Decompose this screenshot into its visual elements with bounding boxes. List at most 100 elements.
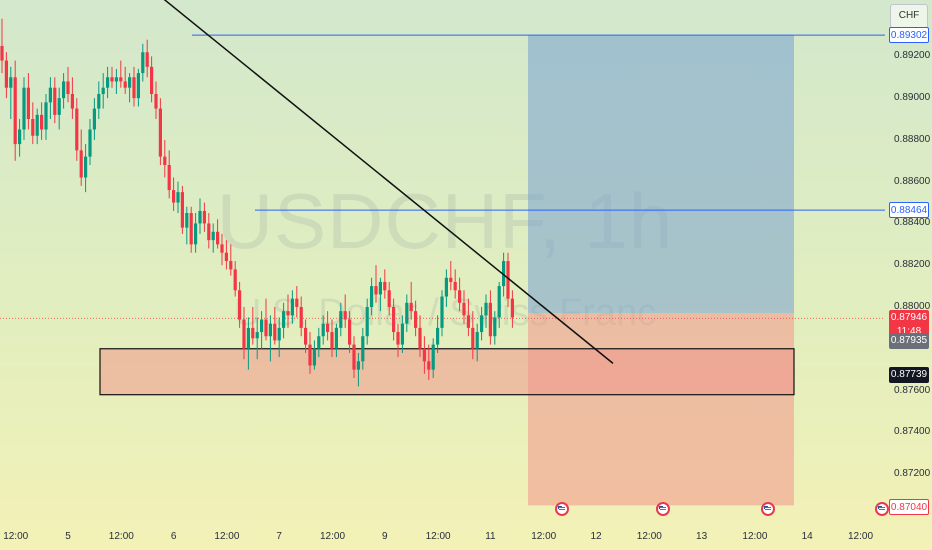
candle-body <box>405 302 409 324</box>
candle-body <box>22 87 26 130</box>
candle-body <box>110 77 114 82</box>
candle-body <box>409 302 413 312</box>
price-tick-label: 0.88200 <box>894 259 931 271</box>
candle-body <box>66 81 70 94</box>
candle-body <box>458 290 462 303</box>
candle-body <box>4 60 8 88</box>
candle-body <box>246 327 250 349</box>
time-tick-label: 12:00 <box>531 531 557 542</box>
candle-body <box>387 290 391 307</box>
candle-body <box>132 77 136 99</box>
candle-body <box>374 286 378 295</box>
candle-body <box>414 311 418 328</box>
time-tick-label: 7 <box>276 531 282 542</box>
candle-body <box>264 319 268 337</box>
time-tick-label: 12:00 <box>425 531 451 542</box>
candle-body <box>339 311 343 328</box>
candle-body <box>378 281 382 295</box>
candle-body <box>431 344 435 370</box>
candle-body <box>480 315 484 333</box>
candle-body <box>88 129 92 157</box>
time-tick-label: 12:00 <box>742 531 768 542</box>
candle-body <box>167 164 171 191</box>
candle-body <box>502 261 506 287</box>
candle-body <box>326 323 330 333</box>
candle-body <box>493 317 497 337</box>
price-tick-label: 0.89000 <box>894 92 931 104</box>
currency-badge[interactable]: CHF <box>890 4 928 28</box>
candle-body <box>0 45 4 61</box>
candle-body <box>13 77 17 145</box>
downtrend-line <box>163 0 614 364</box>
candle-body <box>488 302 492 337</box>
candle-body <box>444 277 448 297</box>
candle-body <box>242 319 246 349</box>
price-tick-label: 0.87400 <box>894 426 931 438</box>
candle-body <box>172 190 176 203</box>
candle-body <box>497 286 501 318</box>
candle-body <box>189 213 193 245</box>
candle-body <box>449 277 453 282</box>
entry-price-tag: 0.87935 <box>889 332 929 349</box>
time-tick-label: 12:00 <box>848 531 874 542</box>
candle-body <box>35 114 39 136</box>
candle-body <box>62 81 66 99</box>
candle-body <box>57 98 61 115</box>
candle-body <box>198 210 202 224</box>
candle-body <box>510 298 514 318</box>
candle-body <box>158 108 162 157</box>
target-price-tag: 0.89302 <box>889 27 929 44</box>
low-price-tag: 0.87040 <box>889 499 929 516</box>
event-flag-icon[interactable] <box>875 502 889 516</box>
candle-body <box>145 52 149 67</box>
candle-body <box>97 93 101 109</box>
candle-body <box>128 77 132 88</box>
candle-body <box>260 319 264 333</box>
current-price-tag: 0.87946 <box>889 310 929 327</box>
candle-body <box>40 114 44 130</box>
candle-body <box>453 281 457 291</box>
candle-body <box>506 261 510 299</box>
candle-body <box>101 87 105 94</box>
candle-body <box>31 119 35 136</box>
candle-body <box>229 261 233 270</box>
candle-body <box>9 77 13 88</box>
candle-body <box>361 336 365 362</box>
price-tick-label: 0.87600 <box>894 384 931 396</box>
candle-body <box>282 311 286 328</box>
candle-body <box>92 108 96 130</box>
candle-body <box>233 269 237 291</box>
candle-body <box>422 348 426 362</box>
candle-body <box>383 281 387 291</box>
stop-price-tag: 0.87739 <box>889 367 929 384</box>
candle-body <box>163 156 167 165</box>
candle-body <box>370 286 374 307</box>
price-tick-label: 0.87200 <box>894 468 931 480</box>
candle-body <box>352 344 356 370</box>
candle-body <box>418 327 422 349</box>
time-tick-label: 14 <box>801 531 813 542</box>
candle-body <box>141 52 145 74</box>
candle-body <box>224 252 228 262</box>
candle-body <box>106 77 110 88</box>
candle-body <box>365 306 369 337</box>
time-tick-label: 12:00 <box>320 531 346 542</box>
event-flag-icon[interactable] <box>555 502 569 516</box>
candle-body <box>70 93 74 109</box>
candle-body <box>396 332 400 345</box>
candle-body <box>321 323 325 337</box>
candle-body <box>466 315 470 328</box>
candle-body <box>114 77 118 82</box>
candle-body <box>268 323 272 337</box>
candle-body <box>194 223 198 245</box>
event-flag-icon[interactable] <box>656 502 670 516</box>
candle-body <box>273 323 277 341</box>
candle-body <box>290 298 294 316</box>
event-flag-icon[interactable] <box>761 502 775 516</box>
time-tick-label: 12:00 <box>636 531 662 542</box>
candle-body <box>312 348 316 366</box>
candle-body <box>238 290 242 320</box>
target-zone <box>528 35 794 314</box>
